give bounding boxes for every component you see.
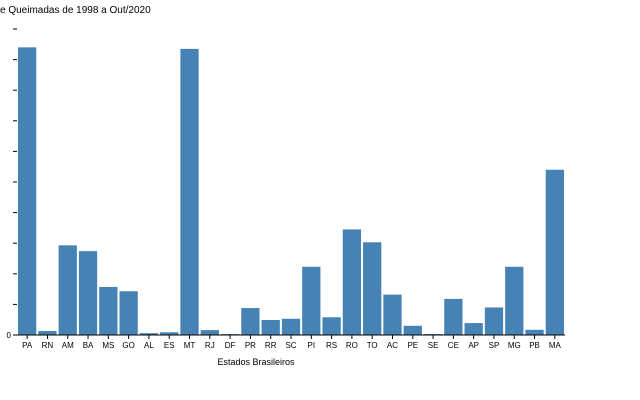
- bar-rn: [38, 331, 57, 335]
- x-tick-label: AP: [468, 341, 479, 350]
- x-tick-label: PB: [529, 341, 540, 350]
- bar-rj: [200, 330, 219, 335]
- bar-ba: [78, 251, 98, 335]
- bar-sp: [484, 307, 504, 335]
- bar-sc: [281, 318, 301, 335]
- bar-al: [139, 333, 159, 335]
- x-tick-label: SC: [285, 341, 296, 350]
- bars-group: [18, 47, 564, 336]
- y-axis: 0: [7, 28, 17, 340]
- x-tick-label: SP: [489, 341, 500, 350]
- x-tick-label: TO: [367, 341, 378, 350]
- x-tick-label: PA: [22, 341, 33, 350]
- bar-ro: [342, 229, 362, 335]
- bar-to: [363, 242, 382, 335]
- x-tick-label: RS: [326, 341, 337, 350]
- x-tick-label: SE: [428, 341, 439, 350]
- x-tick-label: ES: [164, 341, 175, 350]
- bar-ma: [545, 169, 564, 335]
- x-tick-label: BA: [83, 341, 94, 350]
- bar-pi: [302, 266, 321, 335]
- bar-pe: [403, 325, 422, 335]
- chart-title: e Queimadas de 1998 a Out/2020: [0, 5, 151, 16]
- bar-pb: [525, 329, 544, 335]
- x-tick-label: RN: [42, 341, 54, 350]
- bar-rr: [261, 320, 280, 335]
- x-tick-label: RO: [346, 341, 358, 350]
- x-axis-title: Estados Brasileiros: [217, 357, 295, 367]
- x-tick-label: PI: [308, 341, 316, 350]
- x-tick-label: AL: [144, 341, 154, 350]
- y-tick-label: 0: [7, 331, 12, 340]
- bar-ac: [383, 294, 402, 335]
- x-tick-label: RR: [265, 341, 277, 350]
- bar-mt: [180, 48, 199, 335]
- x-tick-label: DF: [225, 341, 236, 350]
- bar-am: [58, 245, 77, 335]
- bar-rs: [322, 317, 341, 335]
- bar-go: [119, 291, 138, 335]
- bar-mg: [505, 266, 524, 335]
- x-tick-label: PR: [245, 341, 256, 350]
- bar-ap: [464, 323, 483, 335]
- x-tick-label: PE: [407, 341, 418, 350]
- bar-pr: [241, 308, 260, 335]
- x-tick-label: MG: [508, 341, 521, 350]
- x-tick-label: AC: [387, 341, 398, 350]
- x-tick-label: AM: [62, 341, 74, 350]
- x-tick-label: MA: [549, 341, 562, 350]
- x-axis: PA RN AM BA MS GO AL ES MT RJ DF PR RR SC PI RS RO TO AC PE…: [17, 334, 565, 350]
- bar-pa: [18, 47, 37, 336]
- bar-es: [160, 332, 179, 335]
- x-tick-label: GO: [122, 341, 134, 350]
- x-tick-label: RJ: [205, 341, 215, 350]
- x-tick-label: MT: [184, 341, 196, 350]
- x-tick-label: CE: [448, 341, 459, 350]
- bar-ms: [99, 286, 118, 335]
- x-tick-label: MS: [102, 341, 114, 350]
- bar-ce: [444, 298, 463, 335]
